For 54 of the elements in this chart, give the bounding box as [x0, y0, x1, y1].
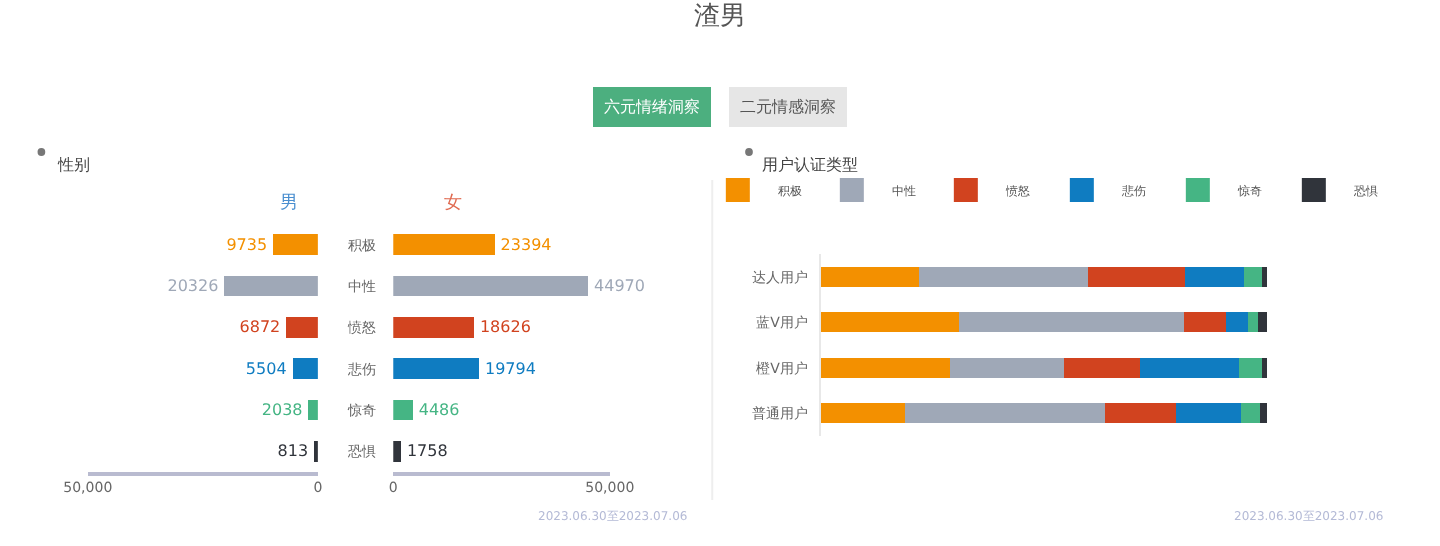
bar: [820, 403, 906, 424]
bar: [820, 357, 950, 378]
bar: [393, 441, 401, 462]
bar: [1238, 357, 1262, 378]
bar: [393, 234, 495, 255]
bar: [958, 312, 1185, 333]
bar: [1088, 266, 1186, 287]
chart-title: 性别: [56, 156, 90, 174]
bar: [393, 317, 474, 338]
bar: [1241, 403, 1260, 424]
bar: [1185, 266, 1245, 287]
data-label: 44970: [594, 277, 645, 295]
bar: [1063, 357, 1141, 378]
bar: [273, 234, 318, 255]
data-label: 5504: [245, 359, 287, 378]
data-label: 2038: [261, 401, 303, 419]
bar: [308, 399, 318, 421]
bar: [224, 275, 318, 297]
chart-subtitle: 男: [280, 192, 298, 214]
data-label: 20326: [167, 277, 219, 295]
bar: [1261, 357, 1268, 378]
text: 渣男: [694, 2, 746, 32]
bar: [949, 357, 1064, 378]
bar: [1105, 403, 1177, 424]
data-label: 9735: [226, 235, 268, 254]
bar: [1258, 312, 1268, 333]
data-label: 1758: [406, 442, 448, 461]
data-label: 18626: [479, 318, 531, 337]
bar: [393, 399, 413, 421]
bar: [1176, 403, 1242, 424]
bar: [905, 403, 1106, 424]
chart-subtitle: 女: [444, 192, 462, 214]
bar: [1140, 357, 1239, 378]
data-label: 813: [277, 442, 309, 461]
bar: [1259, 403, 1268, 424]
bar: [918, 266, 1089, 287]
bar: [1248, 312, 1259, 333]
bar: [292, 358, 318, 379]
data-label: 4486: [418, 401, 460, 419]
bar: [393, 358, 479, 379]
bar: [286, 317, 318, 338]
bar: [1226, 312, 1249, 333]
chart-title: 用户认证类型: [762, 156, 858, 174]
text: 六元情绪洞察: [604, 98, 700, 116]
data-label: 23394: [500, 235, 552, 254]
bar: [393, 275, 589, 297]
bar: [820, 312, 959, 333]
bar: [820, 266, 919, 287]
bar: [1261, 266, 1268, 287]
bar: [1184, 312, 1227, 333]
data-label: 19794: [484, 359, 536, 378]
bar: [1244, 266, 1262, 287]
data-label: 6872: [239, 318, 281, 337]
text: 二元情感洞察: [740, 98, 836, 116]
